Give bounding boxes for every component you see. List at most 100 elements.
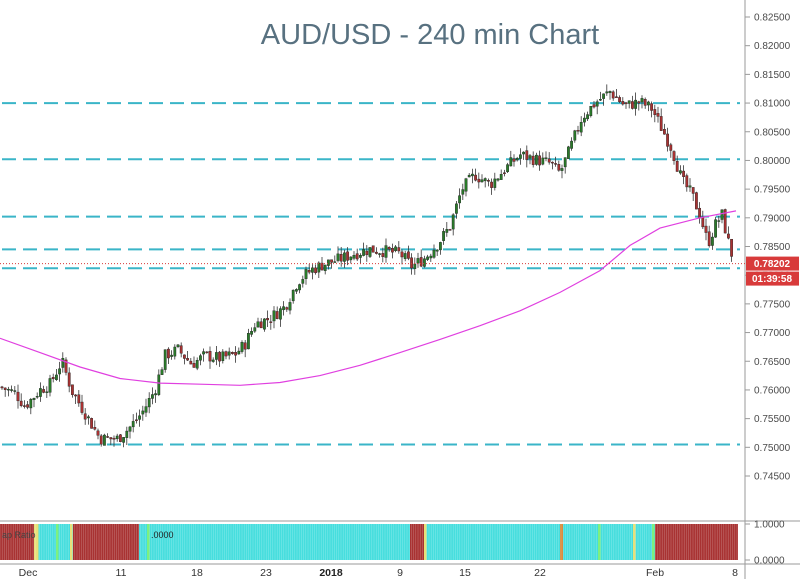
candle-body [125, 430, 129, 438]
candle-body [445, 229, 449, 233]
candle-body [122, 437, 126, 443]
candle-body [109, 437, 113, 440]
candle-body [246, 333, 250, 350]
candle-body [512, 158, 516, 162]
candle-body [605, 91, 609, 94]
indicator-segment [37, 524, 73, 560]
candle-body [86, 416, 90, 419]
countdown-badge [746, 271, 799, 286]
candle-body [6, 388, 10, 391]
candle-body [218, 351, 221, 362]
y-tick-label: 0.76500 [754, 357, 791, 368]
candle-body [243, 342, 247, 350]
candle-body [307, 270, 311, 273]
candle-body [669, 144, 673, 151]
candle-body [362, 249, 365, 256]
candle-body [624, 102, 628, 105]
candle-body [640, 98, 644, 103]
candle-body [90, 418, 94, 429]
candle-body [128, 426, 132, 432]
candle-body [134, 419, 138, 421]
x-tick-label: 18 [191, 567, 203, 579]
y-tick-label: 0.79500 [754, 185, 791, 196]
candle-body [182, 354, 186, 359]
candle-body [96, 430, 100, 436]
candle-body [637, 101, 641, 104]
candle-body [144, 406, 148, 413]
candle-body [214, 352, 218, 360]
candle-body [234, 352, 237, 356]
candle-body [471, 173, 474, 177]
candle-body [320, 262, 324, 271]
y-tick-label: 0.82000 [754, 41, 791, 52]
y-tick-label: 0.82500 [754, 13, 791, 24]
candle-body [432, 249, 436, 258]
candle-body [13, 390, 17, 392]
y-tick-label: 0.77500 [754, 299, 791, 310]
candle-body [656, 113, 660, 117]
candle-body [259, 321, 263, 329]
candle-body [576, 130, 580, 132]
candle-body [397, 247, 401, 252]
candle-body [691, 187, 695, 194]
candle-body [659, 116, 663, 131]
y-tick-label: 0.80000 [754, 156, 791, 167]
candle-body [230, 352, 234, 354]
candle-body [272, 310, 276, 322]
candle-body [663, 128, 666, 135]
indicator-signal [424, 524, 427, 560]
candle-body [3, 387, 7, 390]
candle-body [464, 178, 468, 192]
candle-body [48, 378, 52, 393]
candle-body [634, 99, 638, 109]
price-axis[interactable]: 0.82500 0.82000 0.81500 0.81000 0.80500 0.800… [745, 13, 791, 483]
candle-body [544, 157, 548, 159]
candle-body [567, 146, 570, 159]
y-tick-label: 0.74500 [754, 472, 791, 483]
candle-body [192, 363, 196, 368]
candle-body [291, 289, 295, 302]
x-tick-label: Dec [19, 567, 38, 579]
candle-body [64, 359, 68, 373]
candle-body [602, 93, 606, 99]
indicator-segment [410, 524, 425, 560]
candle-body [115, 435, 119, 440]
indicator-y-label: 1.0000 [754, 520, 785, 531]
candle-body [560, 168, 564, 171]
candle-body [141, 410, 145, 415]
candle-body [67, 372, 71, 387]
candle-body [166, 348, 170, 359]
candle-body [35, 396, 39, 398]
indicator-segment [425, 524, 560, 560]
candle-body [365, 250, 369, 256]
y-tick-label: 0.76000 [754, 385, 791, 396]
candle-body [371, 245, 375, 253]
indicator-y-label: 0.0000 [754, 556, 785, 567]
candle-body [173, 346, 177, 357]
candle-body [451, 214, 455, 230]
candle-body [496, 178, 500, 181]
candle-body [563, 157, 567, 168]
indicator-signal [652, 524, 655, 560]
candle-body [359, 255, 362, 258]
candle-body [675, 161, 679, 172]
candle-body [32, 398, 36, 400]
candle-body [384, 245, 388, 258]
time-axis[interactable]: Dec 11 18 23 2018 9 15 22 Feb 8 [0, 563, 800, 579]
candle-body [573, 130, 577, 141]
x-tick-label: 23 [260, 567, 272, 579]
indicator-signal [147, 524, 150, 560]
candle-body [327, 259, 330, 266]
candle-body [618, 97, 622, 103]
candle-body [202, 351, 205, 355]
candle-body [250, 331, 253, 335]
candle-body [352, 255, 356, 259]
candle-body [682, 170, 686, 177]
candle-body [666, 133, 670, 147]
candle-body [336, 253, 340, 261]
candle-body [93, 427, 97, 430]
x-tick-label: 22 [534, 567, 546, 579]
candle-body [535, 154, 538, 165]
candle-body [221, 351, 225, 361]
candle-body [400, 251, 404, 258]
